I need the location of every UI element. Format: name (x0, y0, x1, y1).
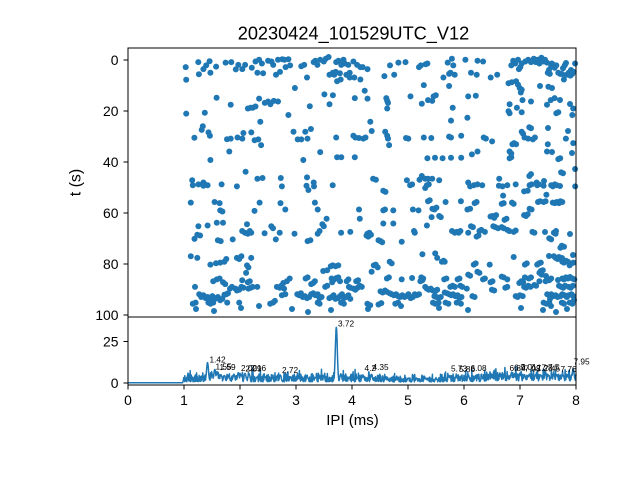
svg-text:0: 0 (111, 52, 119, 68)
svg-text:0: 0 (124, 392, 132, 408)
svg-text:7: 7 (516, 392, 524, 408)
svg-text:3: 3 (292, 392, 300, 408)
svg-text:1.42: 1.42 (210, 355, 227, 365)
svg-text:5.73: 5.73 (451, 363, 468, 373)
svg-text:7.95: 7.95 (574, 357, 591, 367)
svg-text:2.72: 2.72 (282, 365, 299, 375)
svg-text:4: 4 (348, 392, 356, 408)
svg-text:6.08: 6.08 (471, 363, 488, 373)
svg-text:2.02: 2.02 (241, 363, 258, 373)
svg-text:1.55: 1.55 (216, 362, 233, 372)
svg-text:7.08: 7.08 (525, 364, 542, 374)
svg-text:80: 80 (103, 256, 119, 272)
svg-text:1: 1 (180, 392, 188, 408)
svg-text:5: 5 (404, 392, 412, 408)
svg-text:3.72: 3.72 (338, 319, 355, 329)
svg-text:7.76: 7.76 (561, 364, 578, 374)
svg-text:0: 0 (111, 375, 119, 391)
svg-text:2.16: 2.16 (250, 363, 267, 373)
svg-text:t (s): t (s) (68, 169, 85, 197)
svg-text:7.28: 7.28 (537, 363, 554, 373)
svg-text:60: 60 (103, 205, 119, 221)
svg-text:6.84: 6.84 (510, 363, 527, 373)
svg-text:7.17: 7.17 (530, 363, 547, 373)
svg-text:100: 100 (95, 307, 118, 323)
svg-text:20: 20 (103, 103, 119, 119)
svg-text:40: 40 (103, 154, 119, 170)
svg-text:6.9: 6.9 (514, 363, 526, 373)
svg-text:7.5: 7.5 (548, 362, 560, 372)
svg-text:2.09: 2.09 (246, 364, 263, 374)
svg-text:8: 8 (572, 392, 580, 408)
svg-text:5.86: 5.86 (459, 364, 476, 374)
svg-text:25: 25 (103, 334, 119, 350)
svg-text:IPI (ms): IPI (ms) (326, 412, 379, 429)
svg-text:1.59: 1.59 (220, 362, 237, 372)
svg-text:7.01: 7.01 (521, 362, 538, 372)
svg-text:4.2: 4.2 (365, 363, 377, 373)
svg-text:4.35: 4.35 (373, 362, 390, 372)
svg-text:2: 2 (236, 392, 244, 408)
svg-text:20230424_101529UTC_V12: 20230424_101529UTC_V12 (238, 24, 470, 45)
svg-text:7.45: 7.45 (544, 364, 561, 374)
svg-text:6: 6 (460, 392, 468, 408)
